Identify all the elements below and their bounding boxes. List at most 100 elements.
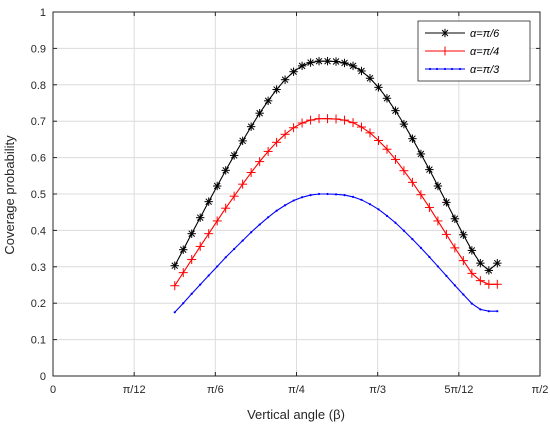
dot-mark — [173, 311, 176, 314]
dot-mark — [360, 198, 363, 201]
data-point — [246, 168, 256, 178]
dot-mark — [224, 256, 227, 259]
asterisk-stroke — [222, 167, 230, 174]
data-point — [258, 223, 261, 226]
data-point — [334, 193, 338, 196]
data-point — [459, 230, 468, 239]
asterisk-stroke — [281, 76, 289, 84]
asterisk-stroke — [383, 94, 391, 102]
data-point — [356, 122, 366, 132]
data-point — [492, 279, 502, 289]
data-point — [178, 268, 188, 278]
dot-mark — [402, 229, 406, 232]
asterisk-stroke — [358, 67, 365, 75]
dot-mark — [182, 302, 185, 305]
x-tick-label: 0 — [50, 384, 56, 396]
data-point — [272, 85, 281, 94]
asterisk-stroke — [426, 166, 433, 173]
asterisk-stroke — [493, 259, 501, 267]
y-axis-label: Coverage probability — [2, 135, 17, 255]
data-point — [196, 213, 205, 222]
asterisk-stroke — [239, 137, 246, 145]
data-point — [289, 67, 298, 76]
data-point — [416, 190, 426, 200]
dot-mark — [207, 274, 210, 277]
y-tick-label: 1 — [40, 7, 46, 19]
data-point — [416, 149, 426, 159]
data-point — [394, 221, 397, 224]
data-point — [467, 268, 477, 278]
data-point — [297, 61, 307, 71]
y-tick-label: 0.8 — [31, 80, 46, 92]
asterisk-stroke — [451, 215, 459, 223]
data-point — [221, 166, 230, 175]
data-point — [365, 74, 375, 83]
data-point — [233, 247, 236, 251]
x-tick-label: π/3 — [369, 384, 386, 396]
data-point — [390, 154, 400, 164]
dot-mark — [300, 196, 304, 199]
legend-label-2: α=π/4 — [470, 46, 499, 58]
data-point — [179, 245, 188, 254]
asterisk-stroke — [485, 267, 493, 274]
legend-marker-3 — [428, 67, 462, 71]
x-tick-label: π/2 — [532, 384, 549, 396]
y-tick-labels: 0 0.1 0.2 0.3 0.4 0.5 0.6 0.7 0.8 0.9 1 — [31, 7, 46, 383]
data-point — [331, 57, 341, 66]
x-tick-label: π/12 — [123, 384, 146, 396]
data-point — [377, 208, 380, 211]
legend-symbol — [440, 46, 450, 56]
data-point — [250, 231, 253, 234]
asterisk-stroke — [400, 120, 408, 128]
asterisk-stroke — [324, 57, 331, 65]
data-point — [458, 256, 468, 266]
x-tick-label: π/4 — [288, 384, 305, 396]
data-point — [204, 197, 213, 206]
asterisk-stroke — [477, 259, 484, 267]
data-point — [267, 216, 270, 219]
data-point — [425, 165, 434, 174]
y-tick-label: 0 — [40, 371, 46, 383]
dot-mark — [436, 265, 440, 268]
data-point — [283, 204, 287, 207]
data-point — [306, 115, 316, 125]
data-point — [391, 106, 400, 115]
asterisk-stroke — [273, 86, 280, 93]
data-point — [323, 56, 332, 66]
dot-mark — [450, 67, 454, 71]
dot-mark — [241, 239, 244, 242]
data-point — [173, 311, 176, 314]
data-point — [357, 66, 366, 76]
data-point — [484, 279, 494, 289]
series-curves — [170, 56, 502, 314]
asterisk-stroke — [375, 84, 382, 91]
dot-mark — [411, 238, 414, 241]
dot-mark — [435, 67, 439, 71]
data-point — [340, 115, 350, 125]
data-point — [453, 284, 456, 287]
data-point — [348, 61, 358, 71]
data-point — [289, 123, 299, 133]
asterisk-stroke — [434, 182, 442, 190]
data-point — [428, 255, 431, 259]
data-point — [224, 256, 227, 259]
asterisk-stroke — [468, 247, 476, 254]
dot-mark — [462, 293, 465, 296]
data-point — [309, 193, 312, 197]
data-point — [297, 118, 307, 128]
asterisk-stroke — [366, 74, 374, 82]
data-point — [292, 199, 295, 202]
y-tick-label: 0.7 — [31, 116, 46, 128]
asterisk-stroke — [349, 62, 357, 70]
data-point — [475, 276, 485, 286]
data-point — [314, 114, 324, 124]
dot-mark — [385, 214, 389, 217]
data-point — [382, 94, 392, 103]
dot-mark — [428, 67, 432, 71]
data-point — [221, 203, 231, 213]
data-point — [433, 181, 443, 191]
asterisk-stroke — [443, 199, 450, 206]
asterisk-stroke — [264, 97, 272, 105]
dot-mark — [233, 247, 236, 251]
x-axis-label: Vertical angle (β) — [247, 407, 345, 422]
